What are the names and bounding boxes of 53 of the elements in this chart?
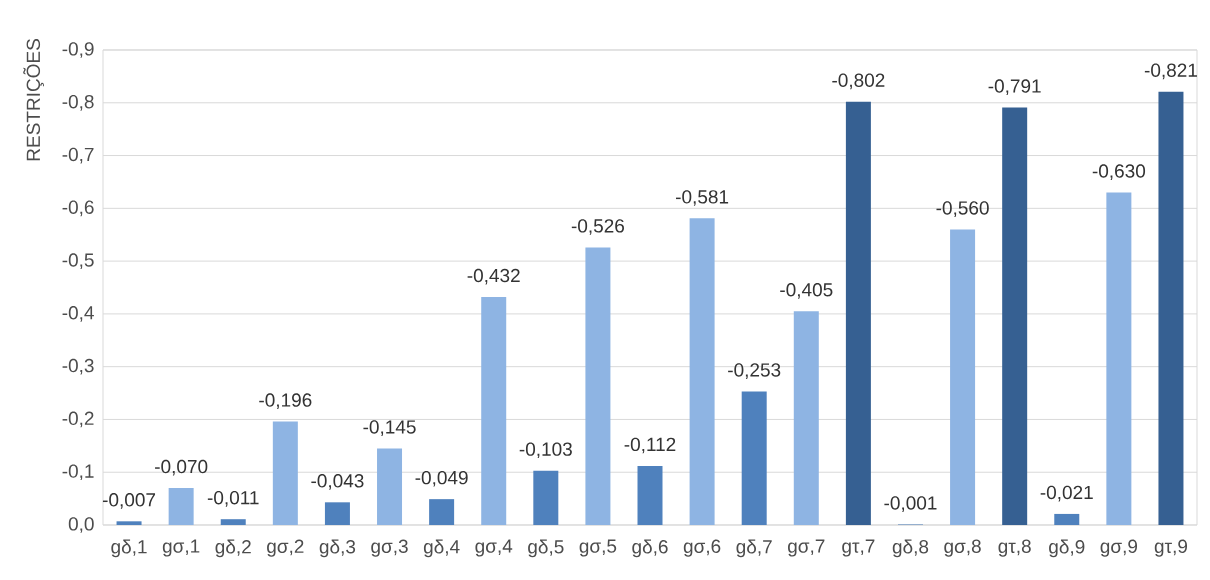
x-tick-label: gσ,6 xyxy=(683,539,721,557)
data-label: -0,526 xyxy=(571,219,625,235)
data-label: -0,432 xyxy=(467,268,520,285)
y-tick-label: -0,4 xyxy=(62,306,94,322)
x-tick-label: gδ,1 xyxy=(111,539,147,558)
x-tick-label: gδ,4 xyxy=(423,539,460,558)
x-tick-label: gτ,9 xyxy=(1154,539,1188,557)
data-label: -0,581 xyxy=(676,190,729,206)
y-tick-label: -0,8 xyxy=(62,94,94,111)
data-label: -0,112 xyxy=(624,437,676,454)
data-label: -0,560 xyxy=(936,201,989,217)
data-label: -0,802 xyxy=(832,73,885,90)
data-label: -0,001 xyxy=(884,496,937,512)
x-tick-label: gδ,5 xyxy=(528,539,564,558)
data-label: -0,145 xyxy=(363,420,416,436)
y-tick-label: -0,5 xyxy=(62,253,94,269)
x-tick-label: gδ,8 xyxy=(892,539,929,558)
data-label: -0,021 xyxy=(1040,485,1093,502)
y-tick-label: -0,7 xyxy=(62,147,94,164)
y-tick-label: 0,0 xyxy=(68,517,94,533)
x-tick-label: gσ,2 xyxy=(267,539,304,557)
x-tick-label: gσ,4 xyxy=(475,539,513,557)
x-tick-label: gσ,1 xyxy=(162,539,200,557)
y-tick-label: -0,6 xyxy=(62,200,94,217)
data-label: -0,821 xyxy=(1144,63,1197,80)
data-label: -0,791 xyxy=(988,79,1041,96)
data-label: -0,103 xyxy=(519,442,572,459)
x-tick-label: gσ,9 xyxy=(1100,539,1138,557)
x-tick-label: gσ,5 xyxy=(579,539,617,557)
x-tick-label: gδ,6 xyxy=(632,539,668,558)
y-tick-label: -0,9 xyxy=(62,42,94,58)
y-axis-title: RESTRIÇÕES xyxy=(23,39,44,161)
data-label: -0,011 xyxy=(207,490,259,507)
x-tick-label: gδ,3 xyxy=(319,539,356,558)
data-label: -0,405 xyxy=(780,283,833,299)
data-label: -0,049 xyxy=(415,470,468,487)
x-tick-label: gδ,7 xyxy=(736,539,772,558)
x-tick-label: gδ,2 xyxy=(215,539,251,558)
x-tick-label: gσ,7 xyxy=(788,539,825,557)
y-tick-label: -0,2 xyxy=(62,411,94,428)
x-tick-label: gσ,3 xyxy=(371,539,408,557)
x-tick-label: gτ,7 xyxy=(842,539,875,557)
data-label: -0,007 xyxy=(102,493,156,509)
x-tick-label: gτ,8 xyxy=(998,539,1031,557)
data-label: -0,253 xyxy=(728,363,781,379)
x-tick-label: gδ,9 xyxy=(1049,539,1085,558)
data-label: -0,070 xyxy=(155,459,208,476)
data-label: -0,196 xyxy=(259,393,312,410)
data-label: -0,630 xyxy=(1092,164,1146,180)
y-tick-label: -0,3 xyxy=(62,358,94,375)
data-label: -0,043 xyxy=(311,474,364,490)
y-tick-label: -0,1 xyxy=(62,464,94,481)
x-tick-label: gσ,8 xyxy=(944,539,981,557)
